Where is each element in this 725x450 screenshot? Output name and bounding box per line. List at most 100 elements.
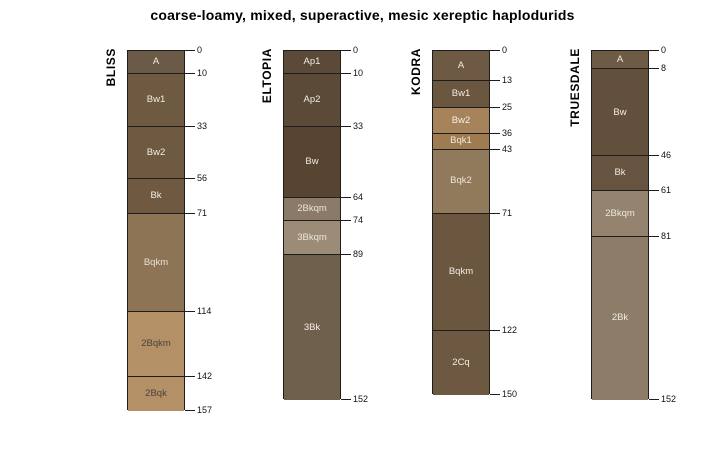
depth-tick-label: 152 <box>661 393 677 404</box>
depth-tick-label: 61 <box>661 184 672 195</box>
horizon-label: 2Bkqm <box>605 207 635 219</box>
depth-tick <box>185 125 195 127</box>
depth-tick-label: 89 <box>353 249 364 260</box>
depth-tick-label: 13 <box>502 74 513 85</box>
depth-tick-label: 122 <box>502 324 518 335</box>
depth-tick <box>341 72 351 74</box>
horizon-label: 2Bqk <box>145 388 167 400</box>
horizon-label: Bw <box>305 155 319 167</box>
depth-tick-label: 71 <box>502 207 513 218</box>
horizon-block: Bw <box>284 126 340 198</box>
depth-tick <box>341 219 351 221</box>
profile-column: A Bw1 Bw2 Bk Bqkm 2Bqkm 2Bqk <box>127 50 185 411</box>
horizon-label: Bw2 <box>146 146 166 158</box>
horizon-label: Bqk1 <box>450 135 472 147</box>
depth-tick-label: 142 <box>197 370 213 381</box>
series-label: ELTOPIA <box>260 48 274 104</box>
depth-tick-label: 33 <box>197 120 208 131</box>
horizon-block: Bqkm <box>433 213 489 331</box>
depth-tick-label: 36 <box>502 127 513 138</box>
depth-tick <box>490 50 500 51</box>
horizon-block: 2Bqkm <box>128 312 184 377</box>
horizon-label: Bw2 <box>451 114 471 126</box>
horizon-block: A <box>433 51 489 81</box>
depth-tick <box>649 189 659 191</box>
depth-tick-label: 0 <box>661 45 667 55</box>
depth-tick <box>490 79 500 81</box>
depth-tick-label: 10 <box>197 67 208 78</box>
chart-title: coarse-loamy, mixed, superactive, mesic … <box>150 7 575 23</box>
horizon-label: 3Bkqm <box>297 231 327 243</box>
horizon-label: 2Bqkm <box>141 338 171 350</box>
depth-tick-label: 0 <box>502 45 508 55</box>
depth-tick <box>490 148 500 150</box>
depth-tick-label: 56 <box>197 173 208 184</box>
depth-tick-label: 81 <box>661 230 672 241</box>
depth-tick-label: 8 <box>661 63 667 74</box>
horizon-block: 3Bk <box>284 255 340 400</box>
depth-tick <box>185 311 195 313</box>
horizon-label: Bw <box>613 106 627 118</box>
depth-tick-label: 64 <box>353 191 364 202</box>
horizon-block: Bw <box>592 69 648 157</box>
profile-column: A Bw1 Bw2 Bqk1 Bqk2 Bqkm 2Cq <box>432 50 490 395</box>
horizon-block: Bqk2 <box>433 149 489 214</box>
horizon-label: Bqk2 <box>450 175 472 187</box>
horizon-block: Bqk1 <box>433 133 489 150</box>
horizon-label: Bk <box>614 167 626 179</box>
horizon-block: Bw2 <box>128 126 184 180</box>
horizon-label: 3Bk <box>303 321 321 333</box>
series-label: TRUESDALE <box>568 48 582 127</box>
depth-tick <box>185 212 195 214</box>
depth-tick <box>341 196 351 198</box>
depth-tick-label: 152 <box>353 393 369 404</box>
horizon-label: 2Bkqm <box>297 202 327 214</box>
horizon-label: Ap1 <box>303 56 321 68</box>
depth-tick <box>341 254 351 256</box>
depth-tick-label: 157 <box>197 405 213 415</box>
horizon-label: Bw1 <box>146 94 166 106</box>
depth-tick <box>185 410 195 411</box>
depth-tick <box>490 393 500 395</box>
horizon-label: A <box>457 59 465 71</box>
depth-tick-label: 150 <box>502 388 518 399</box>
depth-tick-label: 33 <box>353 120 364 131</box>
profile-column: Ap1 Ap2 Bw 2Bkqm 3Bkqm 3Bk <box>283 50 341 400</box>
series-label: KODRA <box>409 48 423 95</box>
horizon-block: Ap2 <box>284 73 340 127</box>
depth-tick <box>490 132 500 134</box>
horizon-label: 2Bk <box>611 312 629 324</box>
depth-tick-label: 0 <box>353 45 359 55</box>
horizon-label: Bk <box>150 190 162 202</box>
depth-tick-label: 114 <box>197 306 212 317</box>
depth-tick-label: 25 <box>502 102 513 113</box>
horizon-block: A <box>128 51 184 74</box>
horizon-label: Bw1 <box>451 88 471 100</box>
depth-tick <box>185 178 195 180</box>
horizon-label: A <box>616 53 624 65</box>
horizon-block: Bk <box>128 179 184 214</box>
depth-tick <box>341 398 351 400</box>
horizon-label: Bqkm <box>448 266 474 277</box>
depth-tick <box>649 398 659 400</box>
horizon-block: 2Bqk <box>128 376 184 411</box>
depth-tick-label: 46 <box>661 150 672 161</box>
depth-tick <box>185 50 195 51</box>
profile-column: A Bw Bk 2Bkqm 2Bk <box>591 50 649 400</box>
depth-tick <box>649 235 659 237</box>
horizon-block: Bk <box>592 156 648 191</box>
depth-tick-label: 71 <box>197 207 208 218</box>
depth-tick <box>490 329 500 331</box>
horizon-block: 2Bkqm <box>284 197 340 221</box>
horizon-block: 2Bk <box>592 236 648 400</box>
horizon-block: 3Bkqm <box>284 220 340 256</box>
depth-tick-label: 43 <box>502 143 513 154</box>
depth-tick <box>649 155 659 157</box>
horizon-label: 2Cq <box>452 357 470 369</box>
depth-tick <box>185 375 195 377</box>
series-label: BLISS <box>104 48 118 87</box>
depth-tick <box>341 50 351 51</box>
horizon-block: Bw2 <box>433 108 489 134</box>
depth-tick-label: 0 <box>197 45 203 55</box>
